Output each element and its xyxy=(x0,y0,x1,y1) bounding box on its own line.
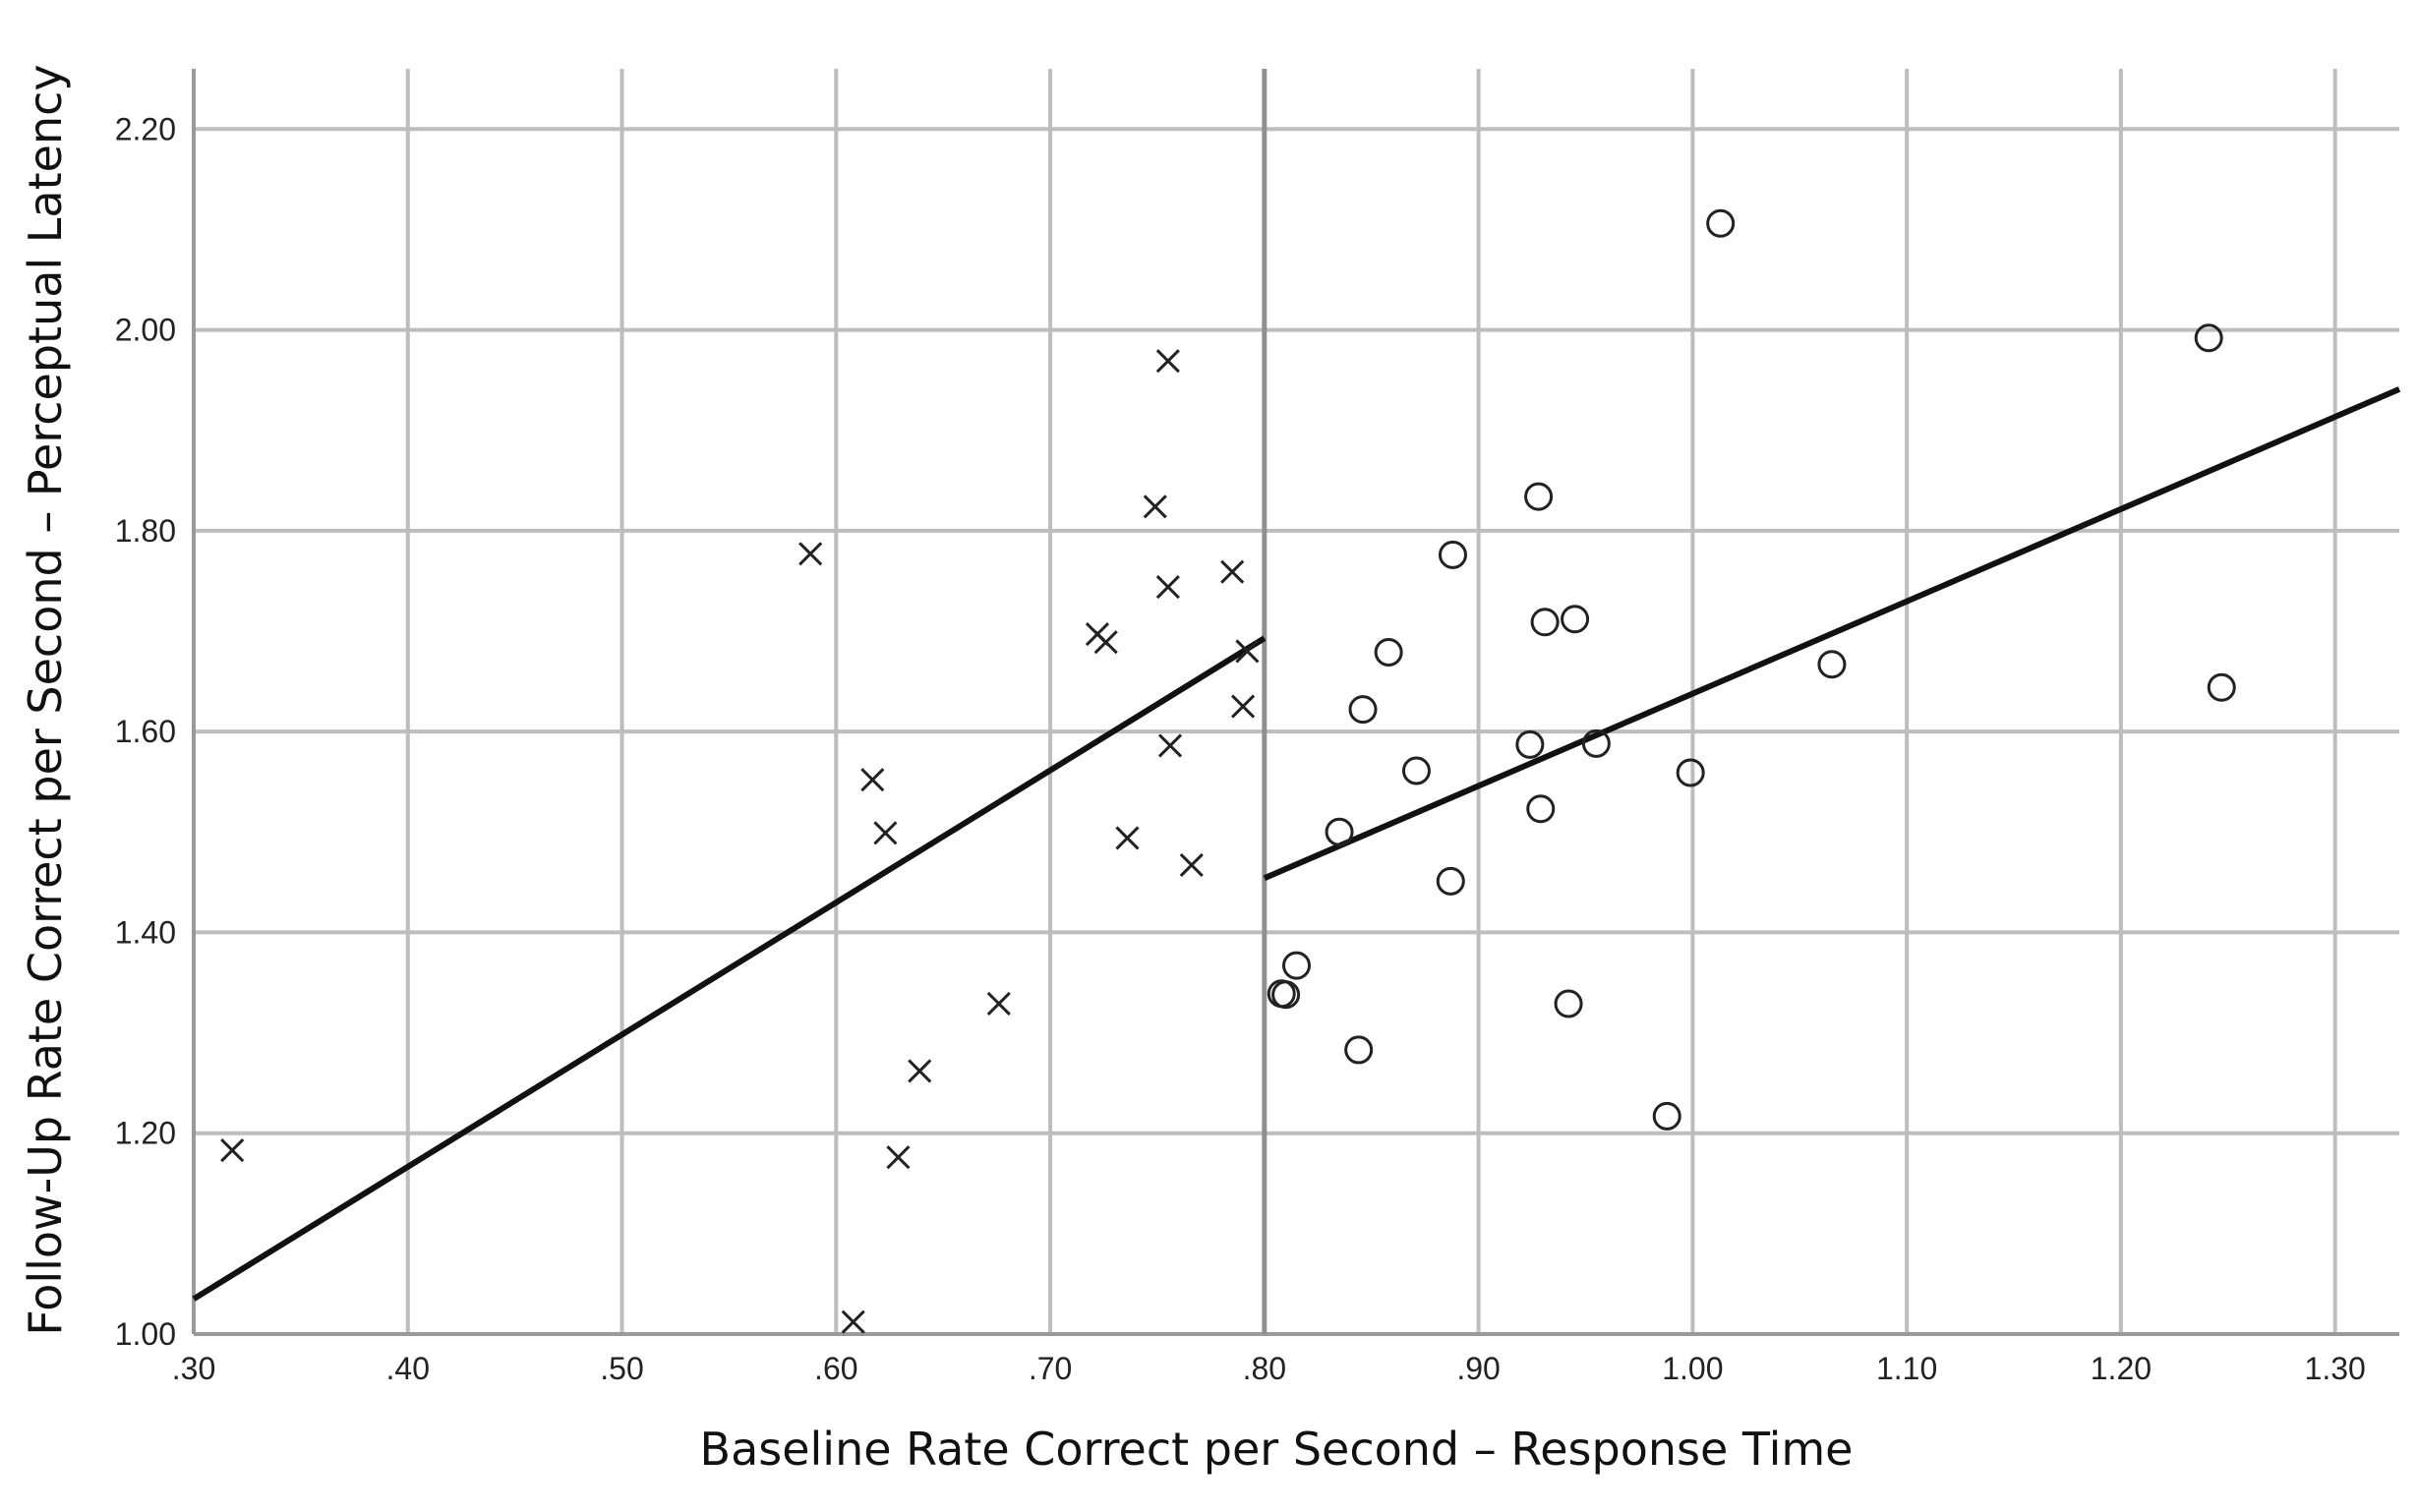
data-point-circle xyxy=(1374,637,1403,667)
data-point-x xyxy=(1093,630,1118,655)
data-point-circle xyxy=(1652,1101,1681,1131)
regression-line xyxy=(1263,386,2401,882)
data-point-x xyxy=(1179,852,1204,878)
tick-labels: .30 .40 .50 .60 .70 .80 .90 1.00 1.10 1.20 1.30 1.0… xyxy=(115,111,2366,1386)
data-point-circle xyxy=(1524,482,1554,511)
data-point-x xyxy=(1155,574,1180,600)
data-point-circle xyxy=(2207,672,2236,702)
data-point-x xyxy=(986,991,1011,1017)
data-point-x xyxy=(1155,349,1180,374)
y-tick-label: 1.00 xyxy=(115,1316,176,1352)
data-point-x xyxy=(1220,559,1245,584)
data-point-circle xyxy=(1581,728,1611,758)
data-point-circle xyxy=(1271,980,1301,1010)
x-tick-label: .30 xyxy=(172,1351,215,1386)
data-point-x xyxy=(798,542,823,566)
data-point-circle xyxy=(1325,817,1354,846)
x-tick-label: .60 xyxy=(814,1351,857,1386)
data-point-circle xyxy=(1530,608,1560,637)
x-tick-label: .70 xyxy=(1029,1351,1072,1386)
data-point-circle xyxy=(1436,866,1465,896)
data-points xyxy=(220,208,2236,1334)
x-tick-label: .90 xyxy=(1456,1351,1500,1386)
y-axis-title: Follow-Up Rate Correct per Second – Perc… xyxy=(19,64,72,1335)
data-point-x xyxy=(886,1145,911,1170)
data-point-x xyxy=(841,1309,865,1334)
data-point-circle xyxy=(1554,989,1583,1018)
y-tick-label: 1.80 xyxy=(115,513,176,549)
data-point-circle xyxy=(1401,756,1431,785)
x-tick-label: 1.30 xyxy=(2305,1351,2366,1386)
x-tick-label: .50 xyxy=(600,1351,643,1386)
data-point-x xyxy=(1230,694,1256,719)
x-tick-label: 1.20 xyxy=(2091,1351,2152,1386)
data-point-x xyxy=(1115,826,1140,850)
axes xyxy=(192,69,2399,1336)
grid-lines xyxy=(192,69,2399,1336)
data-point-x xyxy=(908,1059,932,1083)
data-point-circle xyxy=(1526,794,1556,824)
data-point-circle xyxy=(1438,540,1467,569)
data-point-circle xyxy=(1282,951,1311,980)
data-point-circle xyxy=(1561,605,1590,634)
y-tick-label: 1.40 xyxy=(115,914,176,950)
y-tick-label: 2.20 xyxy=(115,111,176,146)
y-tick-label: 1.60 xyxy=(115,714,176,749)
data-point-circle xyxy=(1348,695,1378,725)
x-tick-label: .80 xyxy=(1243,1351,1286,1386)
data-point-circle xyxy=(1515,729,1545,759)
data-point-circle xyxy=(1676,758,1705,787)
y-tick-label: 1.20 xyxy=(115,1116,176,1151)
fit-lines xyxy=(192,386,2401,1302)
data-point-x xyxy=(1235,639,1260,664)
x-tick-label: 1.00 xyxy=(1662,1351,1723,1386)
data-point-circle xyxy=(1344,1035,1374,1065)
x-axis-title: Baseline Rate Correct per Second – Respo… xyxy=(700,1423,1854,1476)
data-point-x xyxy=(220,1138,245,1163)
data-point-x xyxy=(1157,733,1183,758)
x-tick-label: .40 xyxy=(386,1351,430,1386)
y-tick-label: 2.00 xyxy=(115,313,176,348)
data-point-circle xyxy=(1706,208,1736,238)
data-point-x xyxy=(860,768,885,792)
data-point-x xyxy=(1143,494,1167,519)
data-point-circle xyxy=(1817,650,1847,679)
data-point-circle xyxy=(2194,323,2223,353)
regression-line xyxy=(192,635,1267,1302)
data-point-x xyxy=(873,821,898,845)
x-tick-label: 1.10 xyxy=(1876,1351,1937,1386)
